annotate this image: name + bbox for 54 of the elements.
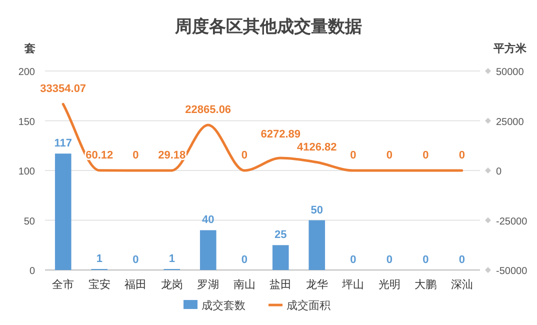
y-axis-title: 套 [24, 42, 36, 55]
bar [272, 245, 289, 270]
x-tick-label: 龙华 [306, 278, 328, 291]
chart-title: 周度各区其他成交量数据 [174, 17, 362, 36]
legend-label: 成交面积 [286, 299, 330, 312]
y2-tick-label: 25000 [496, 116, 524, 128]
data-label: 22865.06 [185, 104, 232, 116]
data-label: 4126.82 [296, 141, 337, 154]
data-label: 1 [96, 253, 102, 266]
bar [54, 154, 72, 270]
data-label: 0 [386, 150, 392, 162]
x-tick-label: 龙岗 [160, 278, 183, 291]
y-tick-label: 200 [18, 67, 36, 78]
data-label: 6272.89 [260, 128, 301, 140]
data-label: 50 [310, 204, 323, 216]
x-tick-label: 深汕 [450, 278, 473, 291]
y2-tick-label: -25000 [496, 216, 528, 228]
data-label: 0 [350, 254, 356, 266]
data-label: 0 [241, 254, 248, 266]
bar [308, 220, 326, 270]
x-tick-label: 坪山 [341, 278, 364, 291]
data-label: 0 [422, 150, 429, 162]
x-tick-label: 光明 [378, 278, 400, 291]
data-label: 25 [274, 229, 287, 242]
x-tick-label: 南山 [233, 278, 256, 291]
data-label: 0 [350, 150, 356, 162]
data-label: 0 [422, 254, 429, 266]
y-tick-label: 0 [29, 266, 36, 277]
data-label: 1 [168, 253, 175, 266]
x-tick-label: 盐田 [270, 278, 292, 291]
y-tick-label: 150 [18, 116, 36, 128]
y-tick-label: 50 [24, 216, 36, 228]
x-tick-label: 全市 [52, 278, 74, 291]
x-tick-label: 罗湖 [197, 279, 220, 291]
data-label: 0 [132, 150, 139, 162]
x-tick-label: 福田 [124, 278, 147, 291]
data-label: 117 [54, 138, 72, 150]
bar [200, 230, 216, 270]
data-label: 0 [132, 254, 139, 266]
x-tick-label: 大鹏 [414, 278, 437, 291]
data-label: 0 [458, 254, 465, 266]
y-tick-label: 100 [18, 166, 36, 178]
legend-label: 成交套数 [202, 299, 246, 312]
y2-tick-label: 0 [496, 166, 502, 178]
data-label: 0 [386, 254, 392, 266]
data-label: 33354.07 [40, 83, 86, 96]
y2-tick-label: -50000 [496, 266, 528, 277]
data-label: 0 [241, 150, 248, 162]
data-label: 40 [202, 214, 214, 226]
y2-tick-label: 50000 [496, 67, 524, 78]
x-tick-label: 宝安 [88, 278, 110, 291]
data-label: 29.18 [158, 149, 186, 162]
data-label: 0 [458, 150, 465, 162]
y2-axis-title: 平方米 [492, 42, 528, 55]
